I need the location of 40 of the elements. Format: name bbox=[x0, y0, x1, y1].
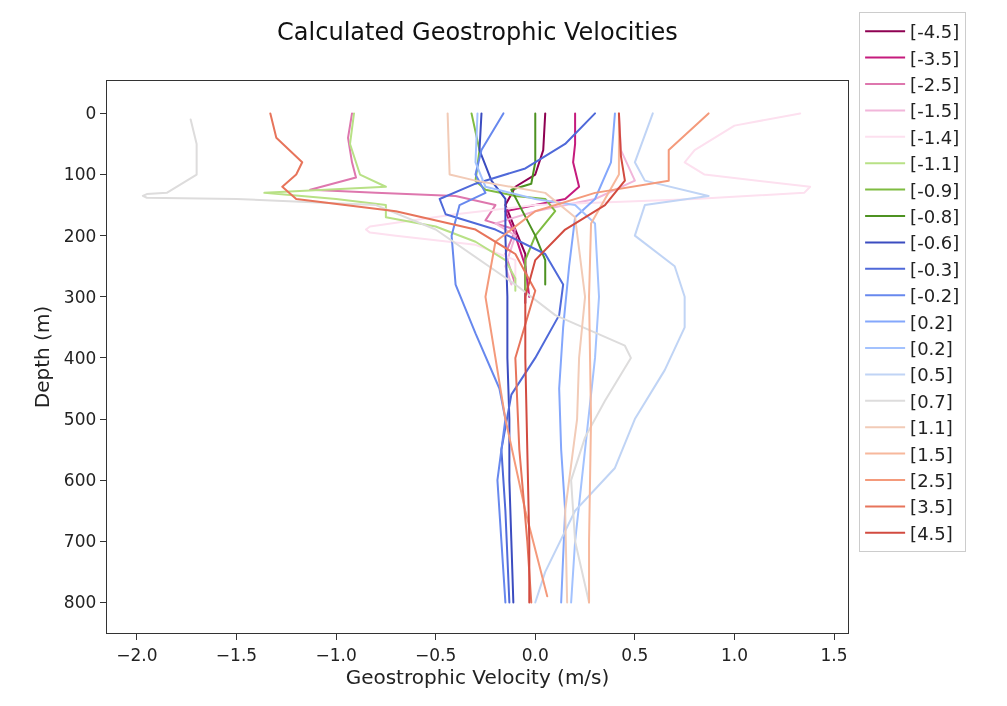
legend-label: [3.5] bbox=[910, 496, 953, 518]
legend-label: [0.7] bbox=[910, 390, 953, 412]
legend-label: [-1.4] bbox=[910, 126, 960, 148]
legend-label: [-1.1] bbox=[910, 153, 960, 175]
legend-label: [-0.9] bbox=[910, 179, 960, 201]
legend-label: [4.5] bbox=[910, 522, 953, 544]
y-tick-label: 500 bbox=[63, 409, 97, 429]
x-axis-title: Geostrophic Velocity (m/s) bbox=[345, 665, 610, 690]
legend-label: [-1.5] bbox=[910, 100, 960, 122]
legend-label: [-0.6] bbox=[910, 232, 960, 254]
y-tick-label: 600 bbox=[63, 470, 97, 491]
x-tick-label: 0.0 bbox=[521, 644, 549, 665]
legend-label: [1.1] bbox=[910, 417, 953, 439]
x-tick-label: −0.5 bbox=[415, 644, 457, 665]
y-tick-label: 200 bbox=[63, 225, 97, 246]
y-tick-label: 800 bbox=[63, 592, 97, 613]
legend-label: [0.2] bbox=[910, 311, 953, 333]
chart-title: Calculated Geostrophic Velocities bbox=[277, 18, 678, 47]
y-tick-label: 100 bbox=[63, 164, 97, 185]
y-axis-title: Depth (m) bbox=[30, 305, 55, 409]
y-tick-label: 700 bbox=[63, 531, 97, 552]
y-tick-label: 400 bbox=[63, 347, 97, 368]
legend-label: [-0.2] bbox=[910, 285, 960, 307]
y-tick-label: 0 bbox=[85, 103, 97, 124]
x-tick-label: −1.0 bbox=[315, 644, 357, 665]
y-tick-label: 300 bbox=[63, 286, 97, 307]
legend-label: [-0.8] bbox=[910, 206, 960, 228]
legend-label: [0.2] bbox=[910, 338, 953, 360]
x-tick-label: −2.0 bbox=[116, 644, 158, 665]
legend-label: [-0.3] bbox=[910, 258, 960, 280]
x-tick-label: 0.5 bbox=[621, 644, 649, 665]
legend-label: [0.5] bbox=[910, 364, 953, 386]
legend-label: [1.5] bbox=[910, 443, 953, 465]
legend-label: [-2.5] bbox=[910, 74, 960, 96]
x-tick-label: 1.0 bbox=[720, 644, 748, 665]
legend-label: [-3.5] bbox=[910, 47, 960, 69]
x-tick-label: 1.5 bbox=[820, 644, 848, 665]
legend-label: [2.5] bbox=[910, 470, 953, 492]
legend-label: [-4.5] bbox=[910, 21, 960, 43]
x-tick-label: −1.5 bbox=[215, 644, 258, 665]
